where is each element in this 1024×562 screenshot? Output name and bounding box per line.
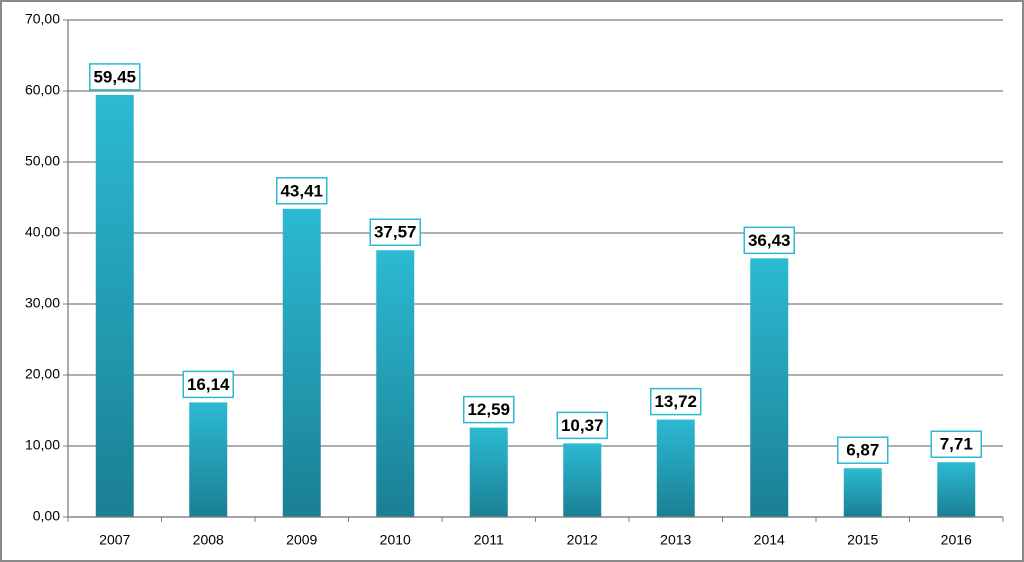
- y-tick-label: 50,00: [25, 153, 60, 169]
- value-label: 7,71: [940, 435, 973, 454]
- y-tick-label: 40,00: [25, 224, 60, 240]
- bar: [843, 468, 882, 517]
- x-tick-label: 2013: [660, 532, 691, 548]
- y-tick-label: 70,00: [25, 11, 60, 27]
- x-tick-label: 2008: [193, 532, 224, 548]
- x-tick-label: 2014: [754, 532, 785, 548]
- value-label: 43,41: [280, 181, 323, 200]
- value-label-box: [182, 370, 234, 399]
- value-label: 37,57: [374, 223, 417, 242]
- value-label-box: [463, 395, 515, 424]
- y-tick-label: 30,00: [25, 295, 60, 311]
- bar: [376, 250, 415, 518]
- bar: [563, 443, 602, 517]
- y-tick-label: 0,00: [33, 508, 60, 524]
- y-tick-label: 20,00: [25, 366, 60, 382]
- value-label: 10,37: [561, 416, 604, 435]
- value-label-box: [930, 430, 982, 459]
- value-label-box: [837, 436, 889, 464]
- value-label: 13,72: [654, 392, 697, 411]
- x-tick-label: 2010: [380, 532, 411, 548]
- value-label-box: [276, 177, 328, 205]
- x-tick-label: 2007: [99, 532, 130, 548]
- x-tick-label: 2012: [567, 532, 598, 548]
- x-tick-label: 2009: [286, 532, 317, 548]
- x-tick-label: 2011: [474, 532, 504, 548]
- y-tick-label: 10,00: [25, 437, 60, 453]
- x-tick-label: 2016: [941, 532, 972, 548]
- value-label: 59,45: [93, 67, 136, 86]
- value-label-box: [89, 63, 141, 91]
- value-label: 16,14: [187, 375, 230, 394]
- value-label: 12,59: [467, 400, 510, 419]
- y-tick-label: 60,00: [25, 82, 60, 98]
- value-label-box: [650, 387, 702, 416]
- x-tick-label: 2015: [847, 532, 878, 548]
- value-label: 6,87: [846, 441, 879, 460]
- value-label-box: [556, 411, 608, 440]
- bar: [750, 258, 789, 517]
- bar: [469, 427, 508, 517]
- bar: [656, 419, 695, 517]
- bar: [189, 402, 228, 517]
- bar: [282, 208, 321, 517]
- value-label-box: [369, 218, 421, 247]
- bar: [937, 462, 976, 517]
- value-label: 36,43: [748, 231, 791, 250]
- value-label-box: [743, 226, 795, 255]
- bar: [95, 94, 134, 517]
